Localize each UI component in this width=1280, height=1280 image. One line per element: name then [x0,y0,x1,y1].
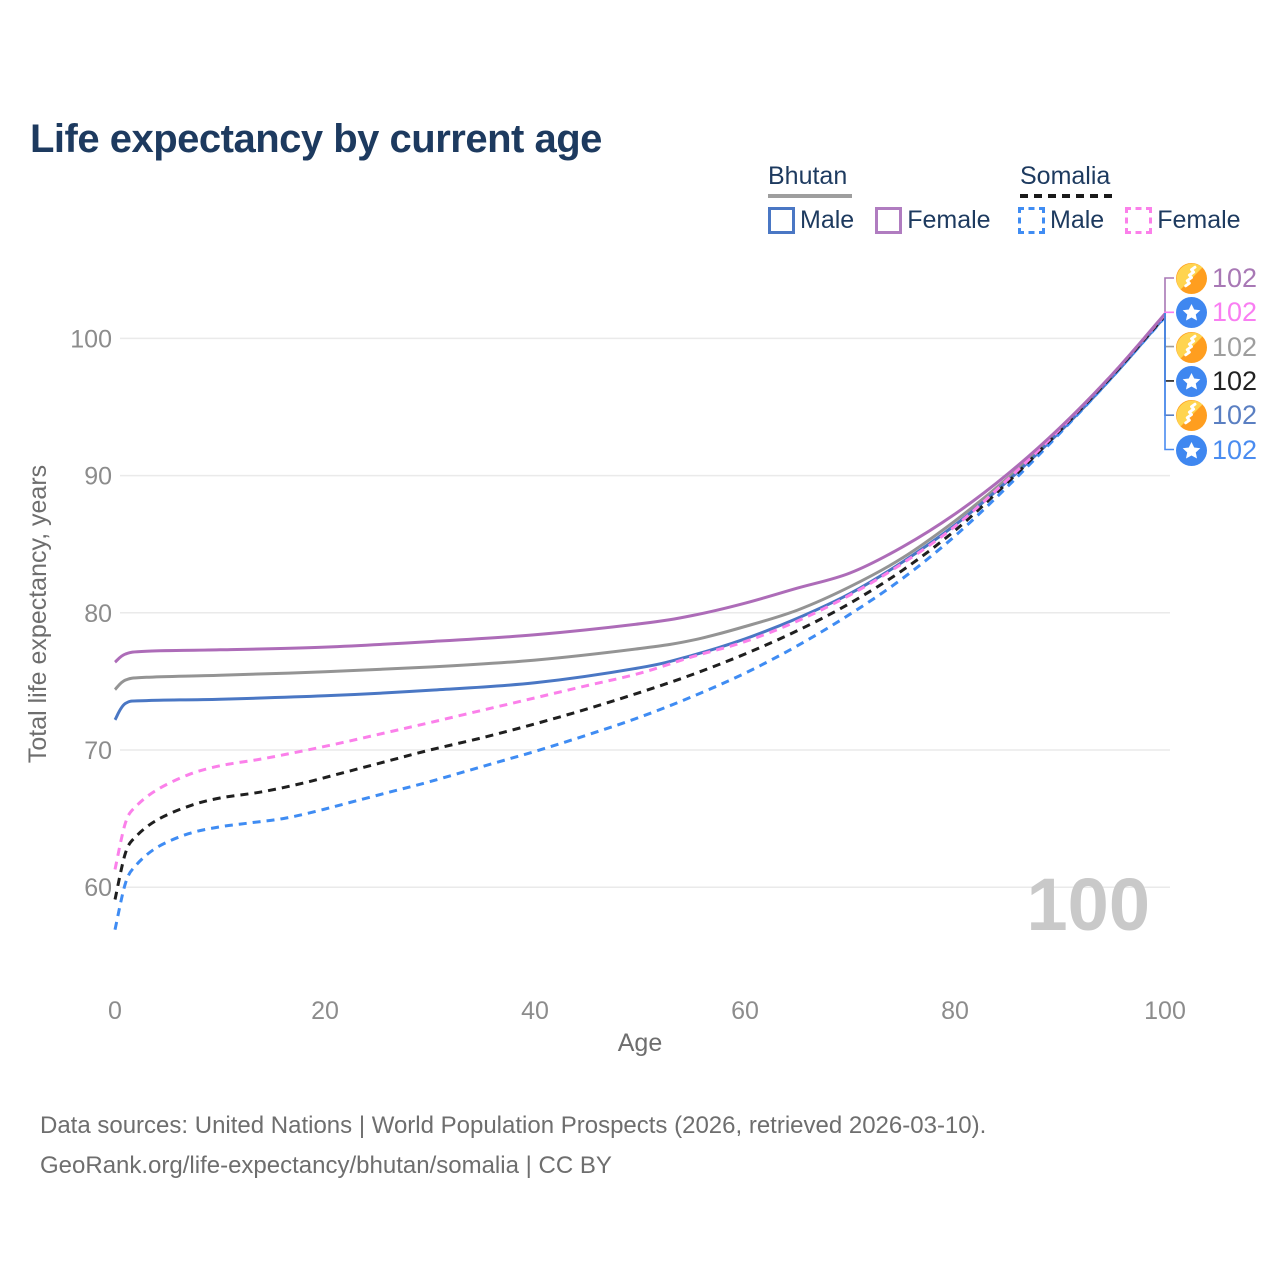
end-label-row-somalia-total: 102 [1176,365,1257,398]
legend-item-bhutan-female[interactable]: Female [875,206,991,235]
legend-items-bhutan: Male Female [768,206,991,235]
end-label-row-bhutan-female: 102 [1176,262,1257,295]
legend-heading-bhutan[interactable]: Bhutan [768,162,848,190]
legend-group-bhutan[interactable]: Bhutan [768,162,852,198]
x-tick-label: 80 [941,997,969,1025]
legend-item-label: Female [907,206,991,234]
series-line-bhutan-male[interactable] [113,315,1167,721]
hovered-age-indicator: 100 [1026,863,1150,946]
legend-item-label: Male [1050,206,1105,234]
legend-item-label: Male [800,206,855,234]
legend-item-somalia-female[interactable]: Female [1125,206,1241,235]
legend-linestyle-bhutan [768,194,852,198]
y-tick-label: 80 [84,600,112,628]
y-tick-label: 90 [84,463,112,491]
legend-linestyle-somalia [1020,194,1112,198]
x-tick-label: 40 [521,997,549,1025]
somalia-flag-icon [1176,297,1207,328]
end-label-row-somalia-male: 102 [1176,434,1257,467]
end-label-connector [1164,313,1174,416]
y-tick-label: 70 [84,737,112,765]
series-line-bhutan-total[interactable] [113,314,1167,691]
bhutan-flag-icon [1176,332,1207,363]
data-sources-line: Data sources: United Nations | World Pop… [40,1112,987,1139]
legend-items-somalia: Male Female [1018,206,1241,235]
legend-group-somalia[interactable]: Somalia [1020,162,1112,198]
source-url-line: GeoRank.org/life-expectancy/bhutan/somal… [40,1152,612,1179]
x-tick-label: 100 [1144,997,1186,1025]
series-line-bhutan-female[interactable] [114,312,1167,664]
end-label-row-somalia-female: 102 [1176,296,1257,329]
x-tick-label: 0 [108,997,122,1025]
legend-item-bhutan-male[interactable]: Male [768,206,854,235]
end-label-connector [1164,311,1174,314]
y-tick-label: 60 [84,874,112,902]
series-line-somalia-female[interactable] [113,313,1167,870]
end-label-value: 102 [1212,400,1258,430]
end-label-connector [1164,313,1174,451]
x-tick-label: 20 [311,997,339,1025]
series-line-somalia-total[interactable] [113,314,1167,900]
end-label-value: 102 [1212,297,1258,327]
x-axis-title: Age [618,1029,662,1057]
end-label-row-bhutan-male: 102 [1176,399,1257,432]
somalia-male-swatch-icon [1018,207,1045,234]
end-label-connector [1164,313,1174,348]
legend-heading-somalia[interactable]: Somalia [1020,162,1111,190]
bhutan-flag-icon [1176,263,1207,294]
y-tick-label: 100 [70,325,112,353]
x-tick-label: 60 [731,997,759,1025]
legend-item-label: Female [1157,206,1241,234]
legend-item-somalia-male[interactable]: Male [1018,206,1104,235]
somalia-flag-icon [1176,435,1207,466]
bhutan-flag-icon [1176,400,1207,431]
somalia-flag-icon [1176,366,1207,397]
bhutan-male-swatch-icon [768,207,795,234]
page-title: Life expectancy by current age [30,116,602,161]
end-label-value: 102 [1212,263,1258,293]
series-line-somalia-male[interactable] [113,316,1167,931]
end-label-row-bhutan-total: 102 [1176,331,1257,364]
bhutan-female-swatch-icon [875,207,903,234]
end-label-value: 102 [1212,435,1258,465]
y-axis-title: Total life expectancy, years [24,465,52,763]
end-label-value: 102 [1212,332,1258,362]
end-label-connector [1164,277,1174,313]
footer-attribution: Data sources: United Nations | World Pop… [40,1106,986,1186]
somalia-female-swatch-icon [1125,207,1153,234]
end-label-value: 102 [1212,366,1258,396]
